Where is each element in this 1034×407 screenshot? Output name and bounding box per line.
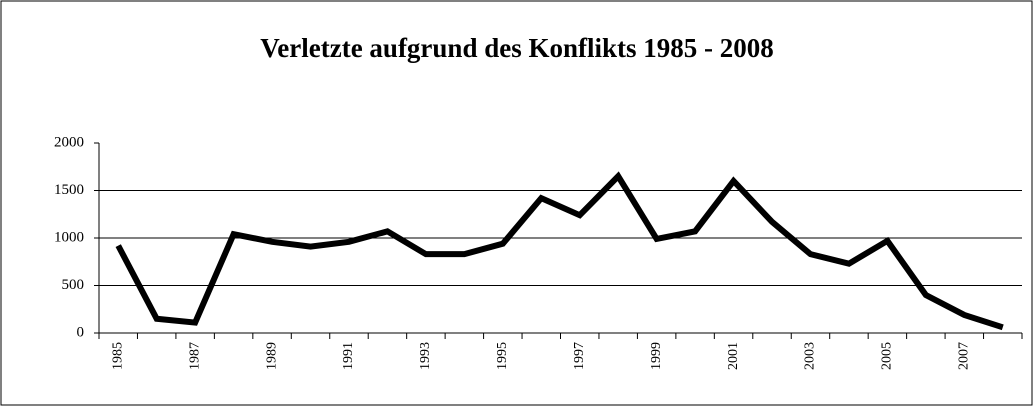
x-tick-label: 1985 [110,342,125,370]
y-tick-label: 0 [77,324,85,340]
x-tick-label: 1989 [264,342,279,370]
x-tick-label: 1993 [418,342,433,370]
x-tick-label: 2003 [803,342,818,370]
y-tick-label: 1000 [54,229,84,245]
x-tick-label: 1997 [572,342,587,370]
y-tick-label: 1500 [54,182,84,198]
x-tick-label: 1991 [341,342,356,370]
chart-title: Verletzte aufgrund des Konflikts 1985 - … [260,33,774,63]
x-tick-label: 2001 [726,342,741,370]
data-line [115,171,1004,331]
x-tick-label: 2007 [957,342,972,370]
y-tick-label: 500 [62,277,85,293]
y-tick-label: 2000 [54,134,84,150]
x-tick-label: 1995 [495,342,510,370]
x-tick-label: 2005 [880,342,895,370]
x-tick-label: 1999 [649,342,664,370]
x-tick-label: 1987 [187,342,202,370]
